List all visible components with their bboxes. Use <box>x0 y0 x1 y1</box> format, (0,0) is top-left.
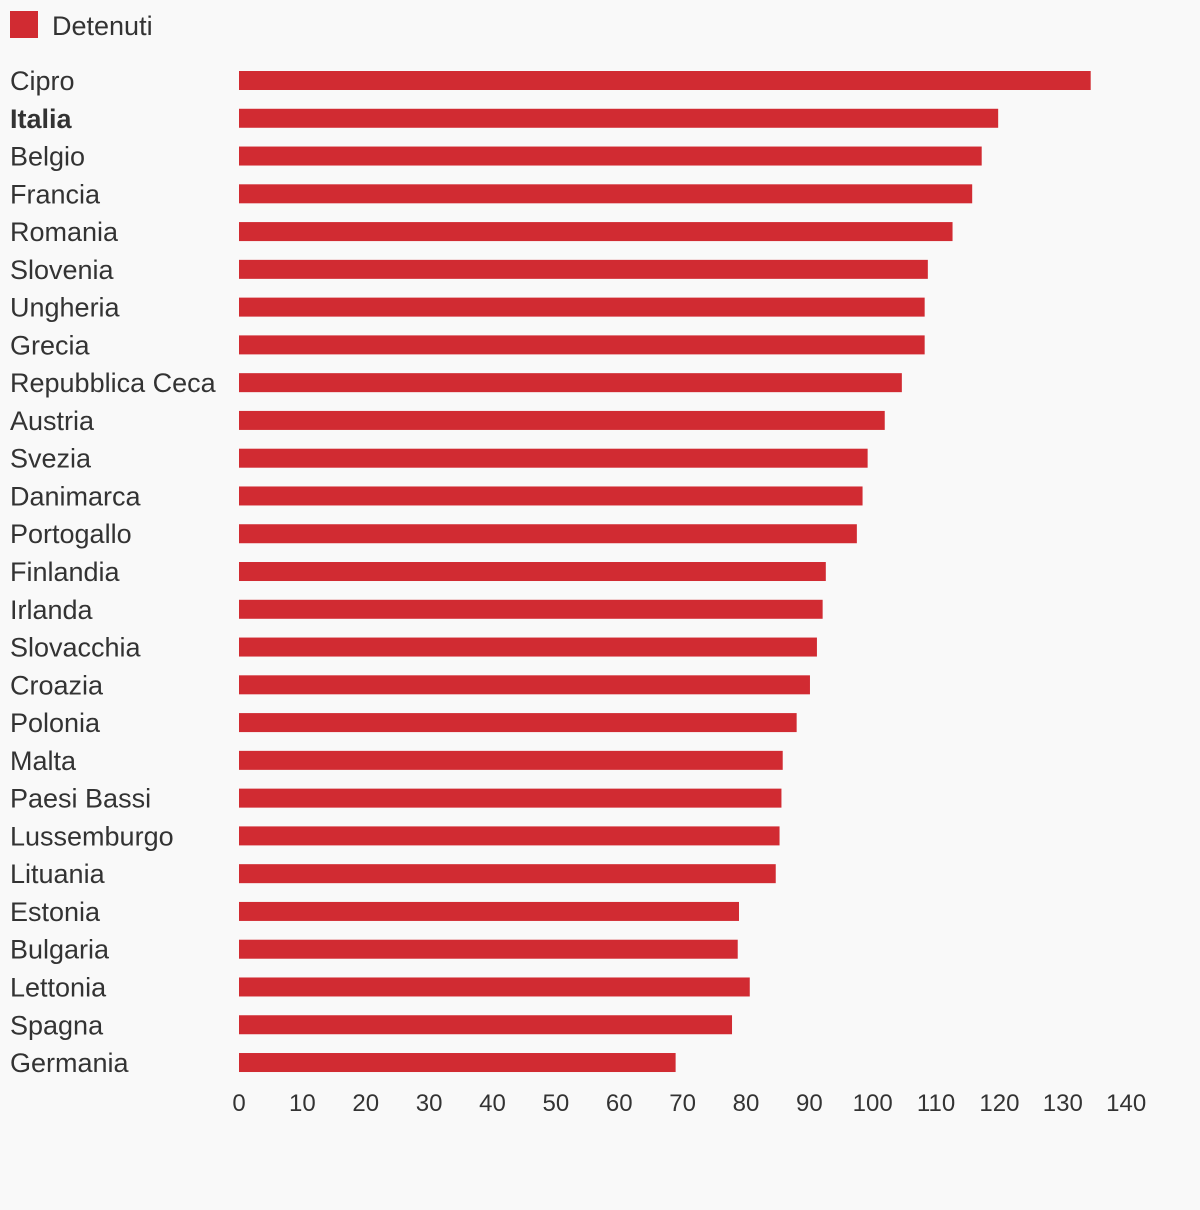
bar-lussemburgo <box>239 826 780 846</box>
bar-finlandia <box>239 562 826 582</box>
x-tick-label-130: 130 <box>1043 1090 1083 1117</box>
x-tick-label-70: 70 <box>669 1090 696 1117</box>
x-tick-label-120: 120 <box>979 1090 1019 1117</box>
category-label-svezia: Svezia <box>10 444 92 474</box>
bar-ungheria <box>239 297 925 317</box>
bar-irlanda <box>239 599 823 619</box>
x-tick-label-20: 20 <box>352 1090 379 1117</box>
category-label-lituania: Lituania <box>10 859 106 889</box>
x-tick-label-100: 100 <box>853 1090 893 1117</box>
bar-spagna <box>239 1015 733 1035</box>
bar-slovenia <box>239 259 928 279</box>
legend-swatch <box>10 10 38 38</box>
bar-romania <box>239 222 953 242</box>
bar-cipro <box>239 71 1091 90</box>
category-label-polonia: Polonia <box>10 708 101 738</box>
x-tick-label-60: 60 <box>606 1090 633 1117</box>
category-label-ungheria: Ungheria <box>10 293 121 323</box>
category-label-estonia: Estonia <box>10 897 101 927</box>
bar-malta <box>239 750 783 770</box>
bar-portogallo <box>239 524 857 544</box>
category-label-romania: Romania <box>10 217 119 247</box>
x-tick-label-110: 110 <box>917 1090 955 1117</box>
category-label-lussemburgo: Lussemburgo <box>10 821 174 851</box>
x-tick-label-50: 50 <box>542 1090 569 1117</box>
category-label-paesi-bassi: Paesi Bassi <box>10 784 151 814</box>
x-tick-label-30: 30 <box>416 1090 443 1117</box>
x-axis: 0 10 20 30 40 50 60 70 80 90 100 110 120 130 140 <box>232 1090 1146 1117</box>
bar-polonia <box>239 713 797 733</box>
bar-lituania <box>239 864 776 884</box>
bar-belgio <box>239 146 982 166</box>
category-label-irlanda: Irlanda <box>10 595 94 625</box>
chart-legend: Detenuti <box>10 10 153 42</box>
bar-francia <box>239 184 973 204</box>
x-tick-label-10: 10 <box>289 1090 316 1117</box>
category-label-lettonia: Lettonia <box>10 972 107 1002</box>
category-label-slovenia: Slovenia <box>10 255 115 285</box>
category-label-belgio: Belgio <box>10 142 85 172</box>
bar-grecia <box>239 335 925 355</box>
bar-repubblica-ceca <box>239 373 902 393</box>
bars <box>239 71 1091 1073</box>
x-tick-label-40: 40 <box>479 1090 506 1117</box>
bar-germania <box>239 1053 676 1073</box>
category-label-austria: Austria <box>10 406 95 436</box>
category-label-malta: Malta <box>10 746 77 776</box>
category-label-grecia: Grecia <box>10 330 91 360</box>
bar-italia <box>239 108 999 128</box>
x-tick-label-90: 90 <box>796 1090 823 1117</box>
category-label-germania: Germania <box>10 1048 130 1078</box>
bar-bulgaria <box>239 939 738 959</box>
bar-paesi-bassi <box>239 788 782 808</box>
bar-austria <box>239 410 885 430</box>
category-label-danimarca: Danimarca <box>10 481 142 511</box>
category-label-portogallo: Portogallo <box>10 519 132 549</box>
x-tick-label-0: 0 <box>232 1090 245 1117</box>
category-labels: Cipro Italia Belgio Francia Romania Slovenia U… <box>10 66 217 1078</box>
category-label-cipro: Cipro <box>10 66 75 96</box>
bar-estonia <box>239 901 739 921</box>
category-label-francia: Francia <box>10 179 101 209</box>
bar-svezia <box>239 448 868 468</box>
bar-slovacchia <box>239 637 817 657</box>
legend-label: Detenuti <box>52 11 153 41</box>
bar-lettonia <box>239 977 750 997</box>
x-tick-label-140: 140 <box>1106 1090 1146 1117</box>
category-label-spagna: Spagna <box>10 1010 104 1040</box>
x-tick-label-80: 80 <box>733 1090 760 1117</box>
bar-croazia <box>239 675 810 695</box>
category-label-bulgaria: Bulgaria <box>10 935 110 965</box>
category-label-slovacchia: Slovacchia <box>10 633 142 663</box>
category-label-repubblica-ceca: Repubblica Ceca <box>10 368 217 398</box>
category-label-finlandia: Finlandia <box>10 557 121 587</box>
bar-danimarca <box>239 486 863 506</box>
category-label-croazia: Croazia <box>10 670 104 700</box>
category-label-italia: Italia <box>10 104 73 134</box>
